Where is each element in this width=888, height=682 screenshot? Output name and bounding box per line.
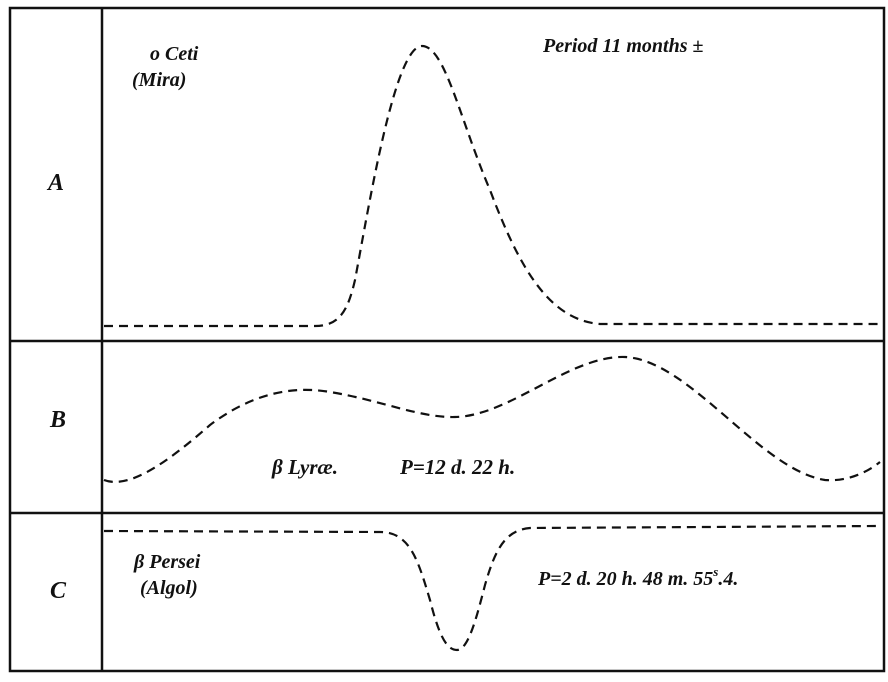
mira-light-curve — [104, 44, 880, 328]
star-name: β Persei — [133, 551, 201, 573]
frame — [8, 6, 886, 673]
panel-label: A — [46, 170, 64, 196]
star-name: β Lyræ. — [271, 455, 338, 479]
period-part: P=2 d. 20 h. 48 m. 55 — [537, 568, 713, 590]
period-part: s — [712, 564, 718, 579]
panel-label: B — [49, 407, 66, 433]
panel-label: C — [50, 578, 67, 604]
period: P=2 d. 20 h. 48 m. 55s.4. — [537, 564, 738, 590]
star-name: (Algol) — [140, 577, 198, 599]
period-part: .4. — [718, 568, 738, 590]
star-name: o Ceti — [150, 43, 199, 65]
algol-light-curve — [103, 524, 881, 652]
period: P=12 d. 22 h. — [399, 455, 515, 479]
period: Period 11 months ± — [542, 35, 703, 57]
star-name: (Mira) — [132, 69, 186, 91]
lyrae-light-curve — [103, 355, 881, 483]
